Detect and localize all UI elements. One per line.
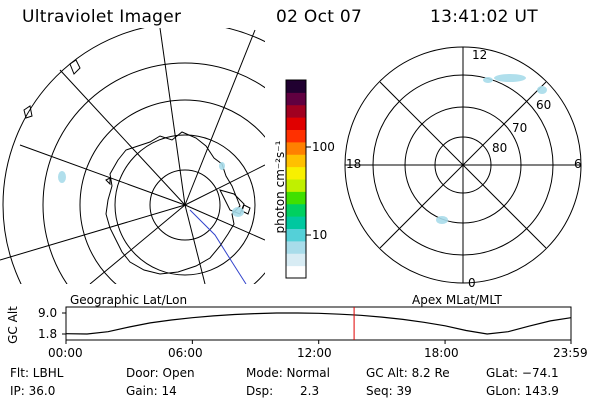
instrument-title: Ultraviolet Imager — [22, 7, 182, 27]
colorbar-tick-label-100: 100 — [312, 140, 335, 154]
colorbar-frame — [285, 79, 307, 279]
colorbar-cell — [286, 154, 306, 168]
colorbar-cell — [286, 203, 306, 217]
meridians — [0, 28, 265, 284]
mlat-label-80: 80 — [492, 141, 508, 155]
colorbar-tick-label-10: 10 — [312, 228, 328, 242]
altitude-chart — [62, 306, 572, 344]
colorbar-cell — [286, 179, 306, 192]
status-mode: Mode: Normal — [246, 366, 330, 380]
altitude-ylabel: GC Alt — [6, 306, 20, 344]
colorbar-cell — [286, 141, 306, 155]
status-gc-alt: GC Alt: 8.2 Re — [366, 366, 450, 380]
colorbar-cell — [286, 104, 306, 118]
time-label: 13:41:02 UT — [430, 7, 538, 27]
xtick-label-1200: 12:00 — [297, 346, 332, 360]
xtick-label-2359: 23:59 — [553, 346, 588, 360]
colorbar-cell — [286, 117, 306, 130]
aurora-emission — [436, 74, 547, 224]
island-outline — [105, 177, 111, 186]
mlt-label-18: 18 — [346, 157, 362, 171]
mlat-label-70: 70 — [512, 121, 528, 135]
aurora-emission — [58, 162, 244, 217]
status-seq: Seq: 39 — [366, 384, 412, 398]
status-filter: Flt: LBHL — [10, 366, 64, 380]
mlat-label-60: 60 — [536, 98, 552, 112]
lat-circle — [79, 99, 265, 284]
ytick-label-max: 9.0 — [38, 306, 58, 320]
colorbar-cell — [286, 228, 306, 242]
status-door: Door: Open — [126, 366, 195, 380]
status-dsp-value: 2.3 — [300, 384, 320, 398]
island-outline — [69, 59, 81, 75]
colorbar-cell — [286, 240, 306, 254]
mlt-label-12: 12 — [472, 48, 488, 62]
xtick-label-1800: 18:00 — [424, 346, 459, 360]
colorbar-cell — [286, 80, 306, 93]
date-label: 02 Oct 07 — [276, 7, 363, 27]
colorbar — [285, 79, 311, 279]
altitude-chart-frame — [65, 306, 572, 341]
status-glat: GLat: −74.1 — [486, 366, 559, 380]
xtick-label-0000: 00:00 — [48, 346, 83, 360]
lat-circle — [114, 134, 256, 276]
left-panel-label: Geographic Lat/Lon — [70, 293, 188, 307]
lat-circle — [2, 28, 265, 284]
terminator-line — [189, 209, 247, 284]
lat-circle — [42, 62, 265, 284]
mlt-label-0: 0 — [468, 276, 476, 290]
polar-plot — [344, 46, 582, 284]
altitude-series-line — [65, 312, 572, 335]
colorbar-cell — [286, 129, 306, 143]
colorbar-cell — [286, 166, 306, 180]
colorbar-unit-label: photon cm⁻²s⁻¹ — [273, 140, 287, 234]
right-panel-label: Apex MLat/MLT — [412, 293, 502, 307]
status-ip: IP: 36.0 — [10, 384, 56, 398]
status-gain: Gain: 14 — [126, 384, 177, 398]
status-dsp-label: Dsp: — [246, 384, 274, 398]
ytick-label-min: 1.8 — [38, 327, 58, 341]
mlt-label-6: 6 — [574, 157, 582, 171]
status-glon: GLon: 143.9 — [486, 384, 559, 398]
lat-circle — [149, 169, 221, 241]
antarctica-coastline — [105, 131, 241, 275]
colorbar-cell — [286, 92, 306, 106]
colorbar-cell — [286, 191, 306, 205]
colorbar-cell — [286, 265, 306, 279]
island-outline — [23, 105, 33, 119]
mlt-line-diag — [379, 81, 547, 249]
geographic-map — [0, 28, 265, 284]
colorbar-cell — [286, 216, 306, 229]
colorbar-cell — [286, 253, 306, 267]
xtick-label-0600: 06:00 — [168, 346, 203, 360]
